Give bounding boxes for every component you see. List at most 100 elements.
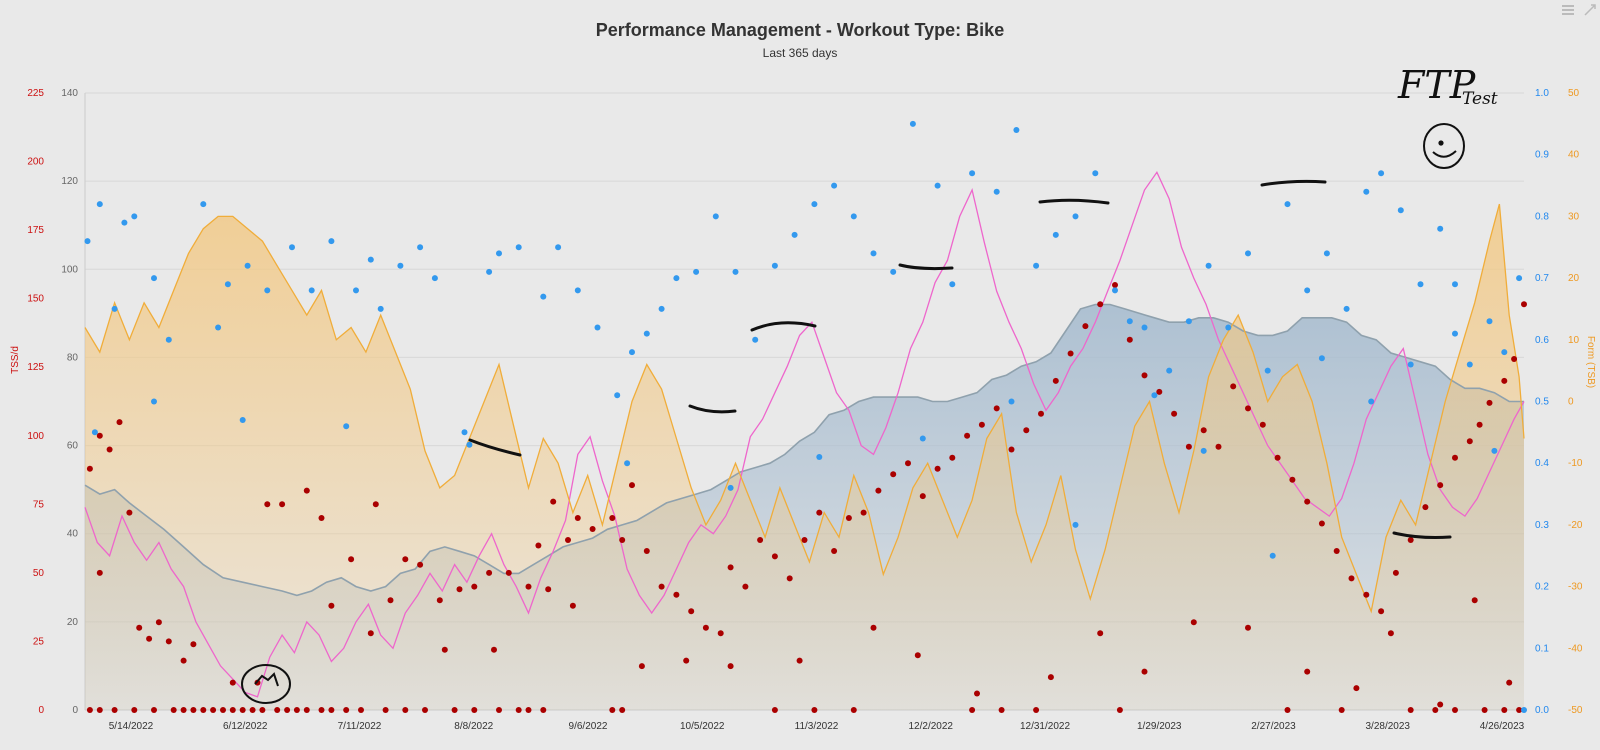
if-tick-label: 0.3	[1535, 520, 1549, 531]
tss-point	[619, 707, 626, 713]
tss-point	[643, 548, 650, 554]
if-tick-label: 0.2	[1535, 582, 1549, 593]
series-areas	[85, 204, 1524, 710]
tss-point	[934, 465, 941, 472]
tss-tick-label: 225	[27, 88, 44, 99]
tss-point	[229, 707, 236, 713]
if-point	[1008, 398, 1015, 405]
series-lines	[84, 171, 1525, 698]
form-tick-label: -20	[1568, 520, 1583, 531]
tss-point	[688, 608, 695, 615]
happy-face-annotation	[1423, 123, 1465, 169]
if-point	[224, 281, 231, 288]
tss-point	[1067, 350, 1074, 357]
tss-point	[367, 630, 374, 637]
if-point	[816, 454, 823, 460]
tss-tick-label: 0	[38, 705, 44, 716]
sad-face-annotation	[241, 664, 291, 704]
if-point	[540, 293, 547, 300]
tss-point	[1190, 619, 1197, 626]
tss-point	[993, 405, 1000, 412]
tss-point	[402, 707, 409, 713]
tss-point	[1422, 504, 1429, 511]
tss-point	[372, 501, 379, 508]
tss-point	[609, 707, 616, 713]
if-point	[555, 244, 562, 251]
tss-point	[589, 526, 596, 532]
tss-tick-label: 200	[27, 157, 44, 168]
tss-point	[1052, 377, 1059, 384]
tss-point	[619, 537, 626, 543]
x-tick-label: 10/5/2022	[680, 721, 725, 732]
tss-point	[525, 583, 532, 590]
tss-point	[180, 657, 187, 664]
if-point	[643, 330, 650, 337]
tss-point	[343, 707, 350, 713]
tss-tick-label: 75	[33, 499, 45, 510]
tss-point	[727, 663, 734, 670]
x-tick-label: 8/8/2022	[454, 721, 493, 732]
tss-point	[279, 501, 286, 508]
tss-point	[816, 509, 823, 516]
if-point	[1452, 281, 1458, 288]
fitness-ctl-line	[84, 303, 1524, 597]
tss-point	[146, 635, 153, 642]
tss-point	[1230, 383, 1237, 390]
if-point	[239, 417, 246, 423]
if-point	[1491, 447, 1498, 454]
fatigue-atl-line	[84, 171, 1525, 698]
tss-point	[1501, 377, 1508, 384]
tss-point	[1274, 454, 1281, 461]
if-point	[1397, 207, 1404, 214]
if-point	[673, 275, 680, 282]
if-point	[811, 201, 818, 208]
if-point	[308, 287, 315, 294]
tss-point	[702, 624, 709, 631]
x-tick-label: 5/14/2022	[109, 721, 154, 732]
tss-point	[525, 707, 532, 713]
form-tick-label: -30	[1568, 582, 1583, 593]
if-tick-label: 0.0	[1535, 705, 1549, 716]
if-point	[151, 398, 157, 405]
if-point	[328, 238, 335, 245]
if-point	[831, 182, 838, 189]
if-point	[121, 219, 128, 226]
tss-tick-label: 100	[27, 431, 44, 442]
if-point	[1033, 262, 1040, 269]
tss-point	[1407, 707, 1414, 713]
tss-point	[870, 624, 877, 631]
if-point	[461, 429, 468, 436]
tss-point	[1156, 388, 1163, 395]
tss-point	[441, 646, 448, 653]
tss-point	[165, 638, 172, 645]
tss-point	[964, 432, 971, 439]
if-point	[1407, 361, 1414, 368]
tss-point	[609, 515, 616, 521]
form-tick-label: 40	[1568, 150, 1580, 161]
if-tick-label: 0.4	[1535, 458, 1549, 469]
tss-point	[801, 537, 808, 543]
tss-point	[1245, 405, 1251, 412]
menu-icon[interactable]	[1560, 2, 1576, 18]
form-tsb-area	[85, 204, 1524, 710]
tss-point	[1116, 707, 1123, 713]
tss-point	[1363, 591, 1370, 598]
tss-point	[831, 548, 838, 554]
if-point	[96, 201, 103, 208]
tss-point	[239, 707, 246, 713]
tss-point	[1038, 410, 1044, 417]
tss-point	[905, 460, 911, 467]
ctl-tick-label: 20	[67, 617, 79, 628]
tss-point	[111, 707, 118, 713]
if-point	[515, 244, 522, 251]
expand-icon[interactable]	[1582, 2, 1598, 18]
if-point	[1245, 250, 1251, 257]
x-tick-label: 1/29/2023	[1137, 721, 1182, 732]
tss-tick-label: 50	[33, 568, 45, 579]
if-point	[1378, 170, 1385, 177]
if-point	[1363, 188, 1370, 195]
if-tick-label: 0.1	[1535, 643, 1549, 654]
if-point	[732, 268, 739, 275]
tss-point	[303, 487, 310, 494]
